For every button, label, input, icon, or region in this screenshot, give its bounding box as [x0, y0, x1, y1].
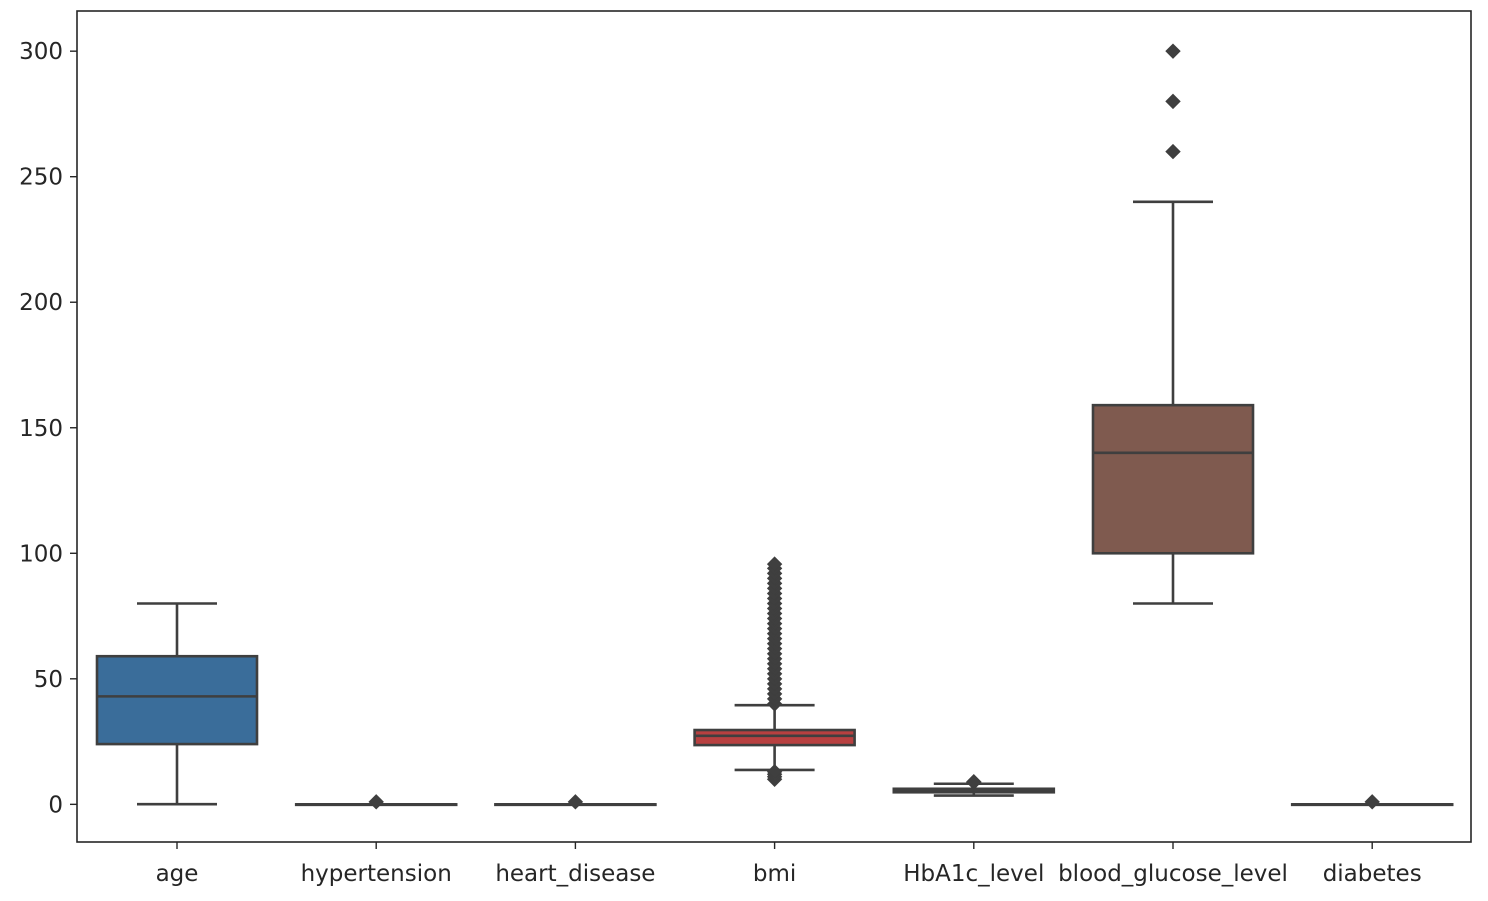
y-tick-label: 150 [19, 416, 63, 442]
plot-frame [76, 10, 1472, 843]
outlier-point [368, 794, 384, 810]
outlier-point [567, 794, 584, 810]
box [1091, 403, 1255, 555]
y-tick-label: 200 [19, 290, 63, 316]
box-group-blood-glucose-level [1091, 43, 1255, 605]
x-tick-label: blood_glucose_level [1058, 861, 1288, 887]
outlier-point [1165, 143, 1181, 160]
box-group-bmi [693, 556, 856, 787]
outlier-point [1364, 794, 1380, 810]
outlier-point [1165, 93, 1181, 110]
box [693, 728, 856, 747]
box-group-hypertension [294, 794, 458, 810]
y-tick-label: 250 [19, 165, 63, 191]
x-tick-label: diabetes [1323, 861, 1422, 887]
outlier-point [766, 556, 783, 572]
outlier-point [1165, 43, 1181, 59]
x-tick-label: age [156, 861, 199, 887]
box [95, 654, 259, 746]
box-group-hba1c-level [892, 774, 1056, 797]
box-group-diabetes [1290, 794, 1454, 810]
x-tick-label: HbA1c_level [903, 861, 1044, 887]
x-tick-label: bmi [753, 861, 796, 887]
box-group-age [95, 602, 259, 806]
outlier-point [966, 774, 982, 790]
box-group-heart-disease [494, 794, 657, 810]
x-axis: age hypertension heart_disease bmi HbA1c_lev… [156, 842, 1422, 887]
y-tick-label: 300 [19, 39, 63, 65]
y-axis: 0 50 100 150 200 250 300 [19, 39, 77, 818]
x-tick-label: heart_disease [495, 861, 655, 887]
y-tick-label: 50 [34, 667, 63, 693]
plot-area [95, 43, 1454, 810]
y-tick-label: 0 [48, 792, 63, 818]
y-tick-label: 100 [19, 541, 63, 567]
outlier-point [766, 763, 783, 780]
x-tick-label: hypertension [301, 861, 452, 887]
